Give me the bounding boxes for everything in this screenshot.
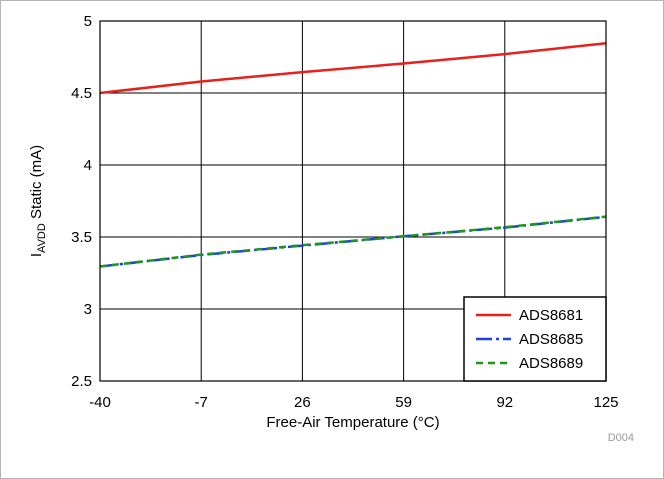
legend-label-ads8685: ADS8685	[519, 331, 583, 348]
x-tick-labels: -40 -7 26 59 92 125	[89, 394, 618, 411]
x-axis-label: Free-Air Temperature (°C)	[266, 414, 439, 431]
x-tick-label: 59	[395, 394, 412, 411]
series-line-ads8681	[99, 42, 607, 95]
x-tick-label: 26	[294, 394, 311, 411]
figure-id-label: D004	[608, 432, 634, 444]
y-tick-label: 5	[84, 13, 92, 30]
x-tick-label: 125	[593, 394, 618, 411]
legend-label-ads8689: ADS8689	[519, 355, 583, 372]
plot-border	[99, 20, 607, 382]
y-tick-label: 3	[84, 301, 92, 318]
y-axis-label-suffix: Static (mA)	[28, 145, 45, 223]
y-tick-label: 3.5	[71, 229, 92, 246]
y-axis-label-symbol: I	[28, 253, 45, 257]
x-tick-label: 92	[496, 394, 513, 411]
y-axis-label: IAVDD Static (mA)	[28, 145, 48, 257]
x-tick-label: -7	[195, 394, 208, 411]
y-tick-labels: 2.5 3 3.5 4 4.5 5	[71, 13, 92, 390]
y-axis-label-subscript: AVDD	[36, 223, 48, 253]
x-tick-label: -40	[89, 394, 111, 411]
y-tick-label: 4.5	[71, 85, 92, 102]
y-tick-label: 2.5	[71, 373, 92, 390]
legend-label-ads8681: ADS8681	[519, 307, 583, 324]
series-lines	[99, 42, 607, 268]
y-tick-label: 4	[84, 157, 92, 174]
legend: ADS8681 ADS8685 ADS8689	[463, 296, 607, 382]
series-line-ads8689	[99, 215, 607, 268]
